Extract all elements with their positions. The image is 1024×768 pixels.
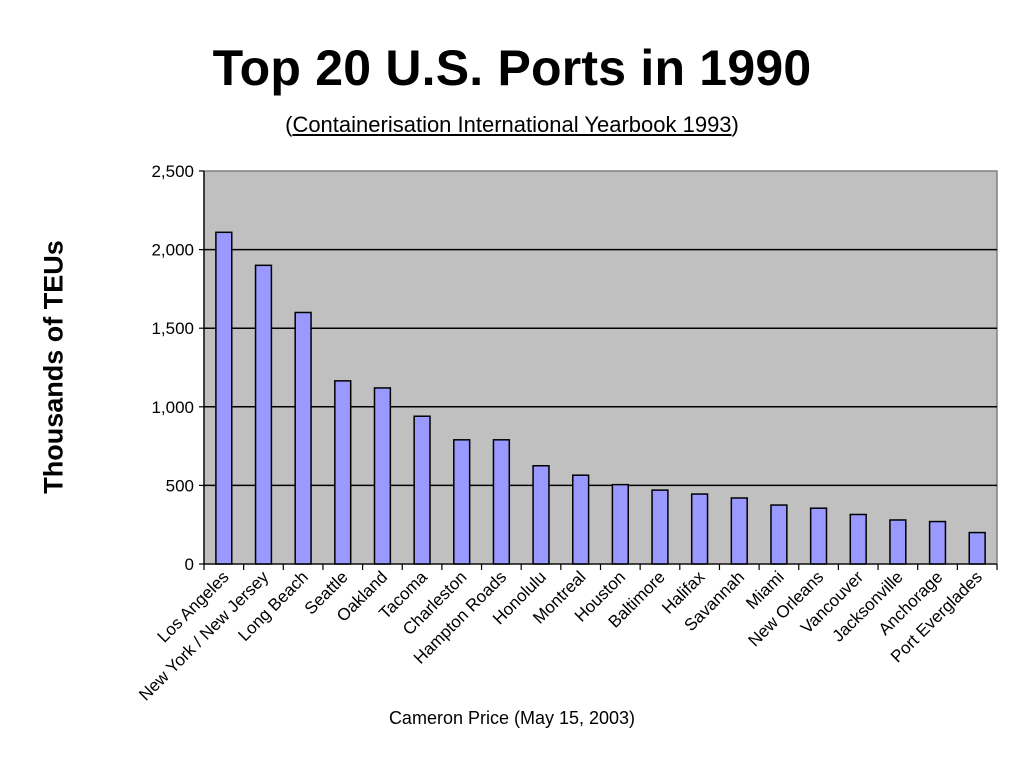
y-tick-label: 2,000 — [151, 241, 194, 260]
bar — [928, 520, 947, 565]
y-tick-label: 1,500 — [151, 319, 194, 338]
slide-title: Top 20 U.S. Ports in 1990 — [212, 40, 812, 96]
bar — [611, 483, 630, 565]
y-tick-labels: 0 500 1,000 1,500 2,000 2,500 — [151, 162, 194, 574]
bar — [889, 519, 907, 565]
bar — [532, 465, 550, 565]
bar — [809, 507, 828, 565]
bar — [334, 380, 352, 565]
bars — [215, 231, 986, 565]
y-tick-label: 2,500 — [151, 162, 194, 181]
bar — [849, 513, 867, 565]
bar — [373, 387, 392, 565]
y-tick-label: 500 — [166, 476, 194, 495]
slide-subtitle: (Containerisation International Yearbook… — [0, 112, 1024, 138]
bar — [453, 439, 471, 565]
credit-footer: Cameron Price (May 15, 2003) — [388, 708, 636, 728]
bar — [294, 311, 312, 565]
subtitle-source-link: Containerisation International Yearbook … — [292, 112, 732, 137]
bar — [690, 493, 709, 565]
bar — [770, 504, 788, 565]
bar — [254, 264, 273, 565]
bar — [730, 497, 748, 565]
plot-area — [203, 170, 998, 565]
y-tick-label: 1,000 — [151, 398, 194, 417]
subtitle-close-paren: ) — [731, 112, 739, 137]
bar — [571, 474, 590, 565]
bar — [215, 231, 233, 565]
bar — [413, 415, 431, 565]
y-tick-label: 0 — [185, 555, 194, 574]
bar — [492, 439, 511, 565]
bar — [968, 531, 986, 565]
subtitle-open-paren: ( — [285, 112, 293, 137]
bar — [651, 489, 669, 565]
axes — [199, 170, 998, 570]
